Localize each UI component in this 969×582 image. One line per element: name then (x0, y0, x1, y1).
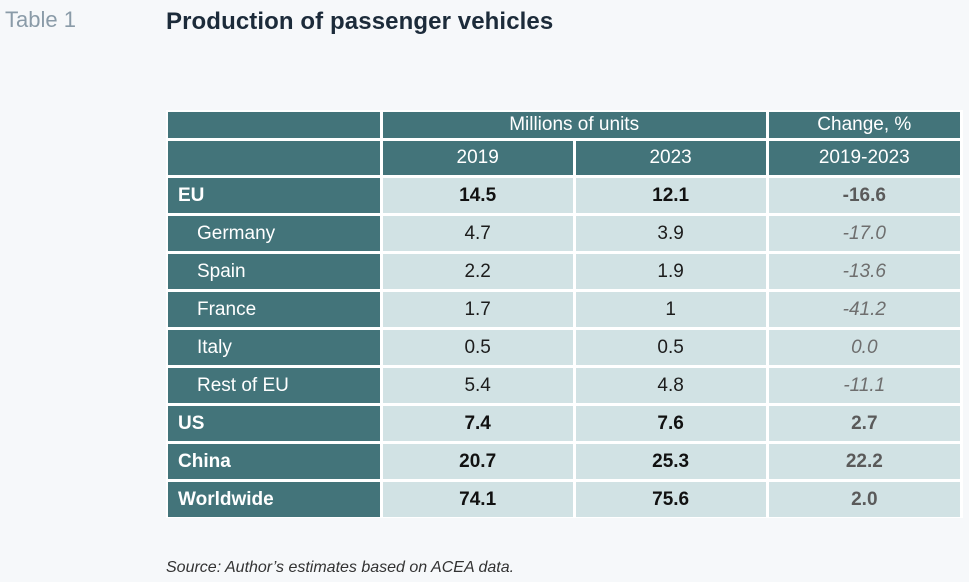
row-label: Germany (168, 216, 380, 251)
cell-2019: 74.1 (382, 482, 573, 517)
cell-change: -41.2 (768, 292, 960, 327)
table-row-worldwide: Worldwide 74.1 75.6 2.0 (168, 482, 960, 517)
cell-2023: 0.5 (575, 330, 766, 365)
row-label: US (168, 406, 380, 441)
table-title: Production of passenger vehicles (166, 8, 554, 35)
table-row-us: US 7.4 7.6 2.7 (168, 406, 960, 441)
table-row-germany: Germany 4.7 3.9 -17.0 (168, 216, 960, 251)
row-label: Italy (168, 330, 380, 365)
cell-2019: 5.4 (382, 368, 573, 403)
cell-2023: 12.1 (575, 178, 766, 213)
header-millions-of-units: Millions of units (382, 112, 766, 138)
cell-change: -11.1 (768, 368, 960, 403)
header-2019: 2019 (382, 141, 573, 175)
header-corner-cell-2 (168, 141, 380, 175)
table-row-china: China 20.7 25.3 22.2 (168, 444, 960, 479)
cell-2019: 4.7 (382, 216, 573, 251)
table-row-rest-of-eu: Rest of EU 5.4 4.8 -11.1 (168, 368, 960, 403)
header-2019-2023: 2019-2023 (768, 141, 960, 175)
cell-2023: 7.6 (575, 406, 766, 441)
row-label: EU (168, 178, 380, 213)
cell-2023: 1 (575, 292, 766, 327)
table-row-spain: Spain 2.2 1.9 -13.6 (168, 254, 960, 289)
cell-2019: 2.2 (382, 254, 573, 289)
cell-2023: 75.6 (575, 482, 766, 517)
table-row-france: France 1.7 1 -41.2 (168, 292, 960, 327)
production-table: Millions of units Change, % 2019 2023 20… (165, 109, 963, 520)
cell-change: -16.6 (768, 178, 960, 213)
cell-2019: 1.7 (382, 292, 573, 327)
row-label: France (168, 292, 380, 327)
row-label: Rest of EU (168, 368, 380, 403)
cell-2023: 3.9 (575, 216, 766, 251)
cell-2023: 25.3 (575, 444, 766, 479)
row-label: China (168, 444, 380, 479)
header-2023: 2023 (575, 141, 766, 175)
table-row-italy: Italy 0.5 0.5 0.0 (168, 330, 960, 365)
cell-2023: 1.9 (575, 254, 766, 289)
cell-2019: 14.5 (382, 178, 573, 213)
cell-2019: 20.7 (382, 444, 573, 479)
header-row-years: 2019 2023 2019-2023 (168, 141, 960, 175)
table-row-eu: EU 14.5 12.1 -16.6 (168, 178, 960, 213)
cell-change: 2.0 (768, 482, 960, 517)
cell-change: 22.2 (768, 444, 960, 479)
cell-2019: 0.5 (382, 330, 573, 365)
header-corner-cell (168, 112, 380, 138)
row-label: Spain (168, 254, 380, 289)
cell-2019: 7.4 (382, 406, 573, 441)
table-number-label: Table 1 (5, 7, 76, 32)
cell-2023: 4.8 (575, 368, 766, 403)
header-row-groups: Millions of units Change, % (168, 112, 960, 138)
cell-change: 0.0 (768, 330, 960, 365)
cell-change: 2.7 (768, 406, 960, 441)
row-label: Worldwide (168, 482, 380, 517)
cell-change: -13.6 (768, 254, 960, 289)
source-note: Source: Author’s estimates based on ACEA… (166, 559, 515, 576)
header-change-percent: Change, % (768, 112, 960, 138)
data-table-container: Millions of units Change, % 2019 2023 20… (166, 110, 963, 518)
cell-change: -17.0 (768, 216, 960, 251)
